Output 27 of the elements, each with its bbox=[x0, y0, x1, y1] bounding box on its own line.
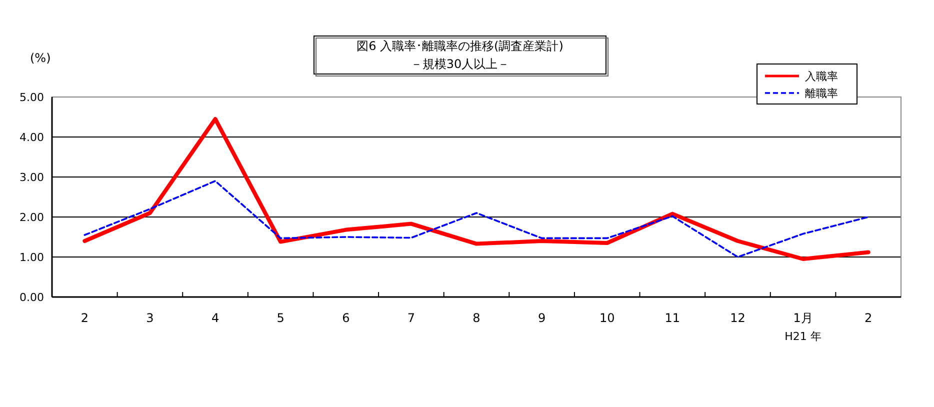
x-tick-label: 3 bbox=[146, 311, 154, 325]
y-tick-label: 4.00 bbox=[20, 131, 44, 144]
x-tick-label: 11 bbox=[664, 311, 680, 325]
legend-label: 入職率 bbox=[805, 70, 838, 83]
y-tick-label: 1.00 bbox=[20, 251, 44, 264]
chart-subtitle: －規模30人以上－ bbox=[410, 57, 510, 71]
x-tick-label: 12 bbox=[730, 311, 746, 325]
line-series bbox=[82, 117, 870, 261]
y-tick-label: 5.00 bbox=[20, 91, 44, 104]
x-tick-label: 2 bbox=[80, 311, 88, 325]
x-tick-label: 4 bbox=[211, 311, 220, 325]
x-tick-label: 5 bbox=[276, 311, 284, 325]
x-tick-label: 7 bbox=[407, 311, 416, 325]
y-tick-label: 2.00 bbox=[20, 211, 44, 224]
x-tick-label: 10 bbox=[599, 311, 615, 325]
chart-title: 図6 入職率･離職率の推移(調査産業計) bbox=[356, 39, 564, 53]
y-tick-label: 0.00 bbox=[20, 291, 44, 304]
x-tick-label: 2 bbox=[864, 311, 872, 325]
x-tick-label: 6 bbox=[342, 311, 350, 325]
x-tick-label: 1月 bbox=[793, 311, 813, 325]
line-series bbox=[84, 180, 870, 258]
legend-label: 離職率 bbox=[805, 87, 838, 100]
text: H21 年 bbox=[784, 330, 822, 343]
x-tick-label: 8 bbox=[472, 311, 480, 325]
x-tick-label: 9 bbox=[538, 311, 546, 325]
y-tick-label: 3.00 bbox=[20, 171, 44, 184]
y-axis-title: (%) bbox=[30, 51, 51, 65]
